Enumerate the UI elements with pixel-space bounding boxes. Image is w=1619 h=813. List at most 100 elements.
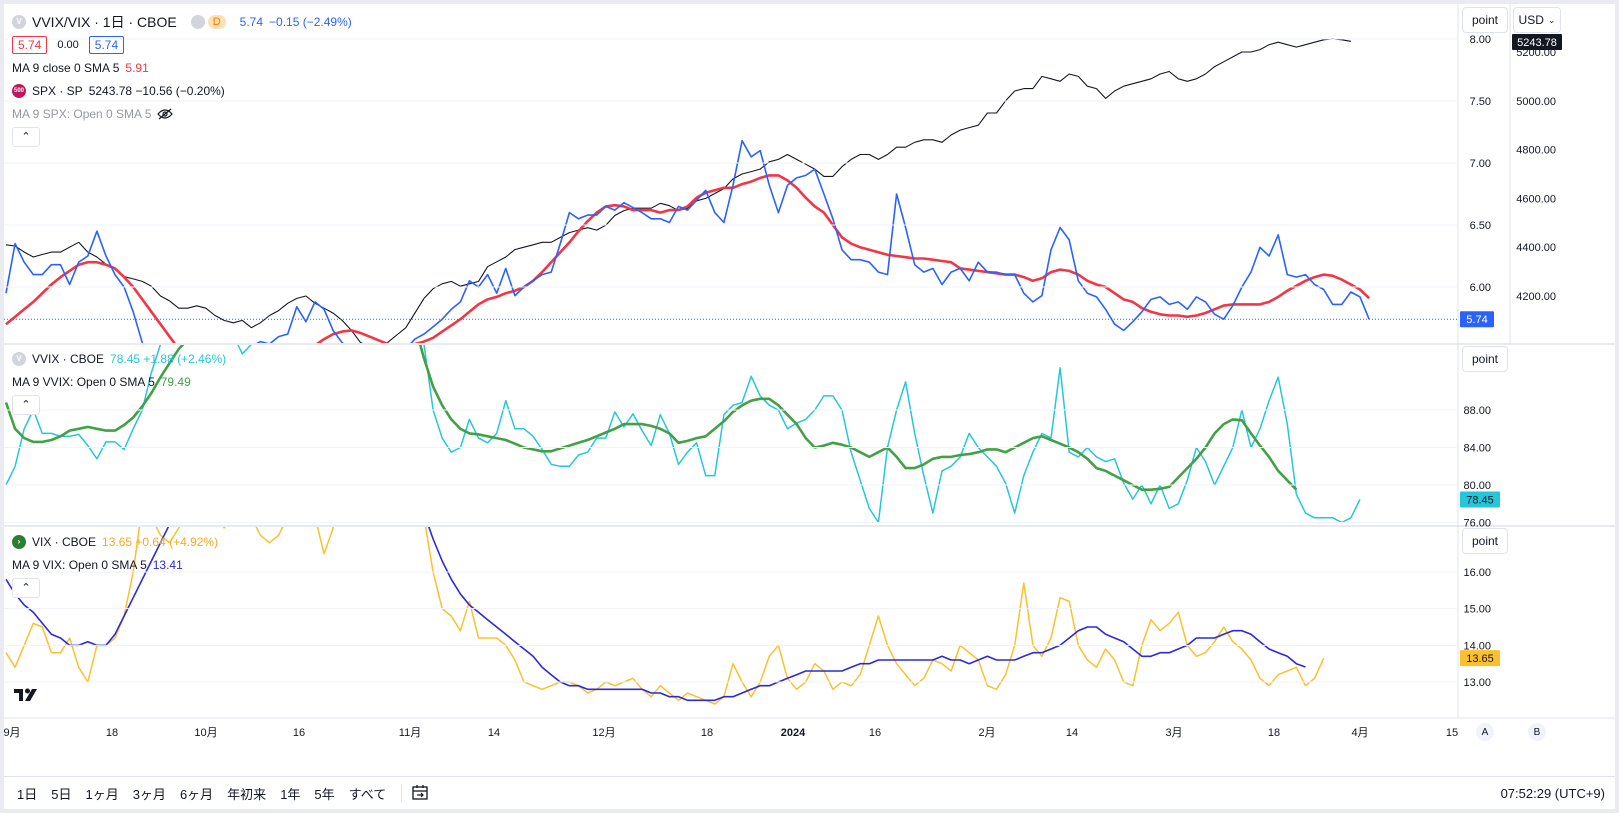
ratio-price-tag: 5.74: [1460, 311, 1494, 328]
range-button-4[interactable]: 6ヶ月: [179, 786, 214, 802]
range-button-8[interactable]: すべて: [348, 786, 387, 802]
range-button-6[interactable]: 1年: [280, 786, 301, 802]
x-tick-label: 2月: [978, 727, 995, 739]
vix-price-tag: 13.65: [1460, 650, 1500, 667]
ratio-y-tick: 7.00: [1470, 158, 1491, 170]
range-button-7[interactable]: 5年: [314, 786, 335, 802]
ratio-y-tick: 6.50: [1470, 220, 1491, 232]
vix-y-tick: 13.00: [1463, 677, 1491, 689]
ratio-y-tick: 8.00: [1470, 34, 1491, 46]
ratio-y-tick: 7.50: [1470, 96, 1491, 108]
spx-symbol[interactable]: SPX · SP: [32, 83, 83, 98]
vix-symbol-title[interactable]: VIX · CBOE: [32, 534, 97, 549]
main-price: 5.74: [239, 14, 264, 29]
scale-b-button[interactable]: B: [1528, 723, 1546, 741]
ma-vvix-label[interactable]: MA 9 VVIX: Open 0 SMA 5: [12, 374, 155, 389]
range-button-2[interactable]: 1ヶ月: [85, 786, 119, 802]
x-tick-label: 12月: [592, 727, 615, 739]
ratio-ma-line[interactable]: [5, 174, 1370, 391]
vvix-symbol-icon: V: [12, 351, 26, 366]
vvix-y-tick: 76.00: [1463, 518, 1491, 530]
x-tick-label: 18: [1268, 727, 1280, 739]
svg-text:78.45: 78.45: [1466, 495, 1494, 507]
spx-y-tick: 5000.00: [1516, 96, 1556, 108]
ma-vvix-value: 79.49: [160, 374, 191, 389]
range-divider: [401, 784, 403, 802]
spx-y-tick: 4200.00: [1516, 291, 1556, 303]
x-tick-label: 10月: [194, 727, 217, 739]
vvix-price-tag: 78.45: [1460, 491, 1500, 508]
spread-value: 0.00: [57, 38, 79, 51]
vvix-value: 78.45 +1.88 (+2.46%): [110, 351, 227, 366]
vix-y-tick: 14.00: [1463, 640, 1491, 652]
x-tick-label: 15: [1446, 727, 1458, 739]
x-tick-label: 16: [869, 727, 881, 739]
mode-badge[interactable]: D: [190, 14, 226, 29]
vix-symbol-icon: ›: [12, 534, 26, 549]
main-legend: V VVIX/VIX · 1日 · CBOE D 5.74 −0.15 (−2.…: [12, 10, 352, 148]
ma-ratio-label[interactable]: MA 9 close 0 SMA 5: [12, 60, 120, 75]
vvix-ma-line[interactable]: [4, 293, 1298, 491]
vvix-y-tick: 84.00: [1463, 443, 1491, 455]
vix-ma-line[interactable]: [5, 451, 1306, 702]
ma-vix-label[interactable]: MA 9 VIX: Open 0 SMA 5: [12, 557, 147, 572]
ma-ratio-value: 5.91: [125, 60, 149, 75]
vvix-symbol-title[interactable]: VVIX · CBOE: [32, 351, 105, 366]
mode-badge-label: D: [207, 14, 226, 29]
collapse-legend-button-1[interactable]: ⌃: [12, 126, 40, 147]
tradingview-logo[interactable]: [14, 687, 44, 708]
chart-svg: 6.00 6.50 7.00 7.50 8.00 4200.00 4400.00 4600.0…: [4, 4, 1615, 739]
spx-y-tick: 4400.00: [1516, 242, 1556, 254]
bottom-toolbar: 1日 5日 1ヶ月 3ヶ月 6ヶ月 年初来 1年 5年 すべて 07:52:29 (UTC+9): [4, 776, 1615, 809]
main-change: −0.15 (−2.49%): [269, 14, 352, 29]
calendar-range-icon[interactable]: [410, 783, 430, 803]
vvix-y-tick: 80.00: [1463, 480, 1491, 492]
point-button-2[interactable]: point: [1462, 346, 1508, 372]
hidden-eye-icon[interactable]: [157, 108, 174, 120]
chevron-down-icon: ⌄: [1547, 14, 1556, 25]
x-tick-label: 3月: [1165, 727, 1182, 739]
x-tick-label: 14: [488, 727, 500, 739]
ma-spx-label[interactable]: MA 9 SPX: Open 0 SMA 5: [12, 106, 152, 121]
collapse-legend-button-3[interactable]: ⌃: [12, 577, 40, 598]
svg-text:13.65: 13.65: [1466, 653, 1494, 665]
ratio-line[interactable]: [5, 139, 1370, 414]
range-button-1[interactable]: 5日: [51, 786, 72, 802]
x-tick-label: 18: [106, 727, 118, 739]
symbol-icon: V: [12, 14, 26, 29]
point-button-1[interactable]: point: [1462, 7, 1508, 33]
ratio-y-tick: 6.00: [1470, 282, 1491, 294]
ma-vix-value: 13.41: [152, 557, 183, 572]
range-buttons: 1日 5日 1ヶ月 3ヶ月 6ヶ月 年初来 1年 5年 すべて: [10, 784, 393, 803]
clock-time[interactable]: 07:52:29 (UTC+9): [1500, 785, 1605, 801]
range-button-5[interactable]: 年初来: [227, 786, 267, 802]
x-tick-label: 18: [701, 727, 713, 739]
range-button-3[interactable]: 3ヶ月: [132, 786, 166, 802]
vix-legend: › VIX · CBOE 13.65 +0.64 (+4.92%) MA 9 V…: [12, 530, 218, 599]
vvix-legend: V VVIX · CBOE 78.45 +1.88 (+2.46%) MA 9 …: [12, 347, 226, 416]
svg-text:5243.78: 5243.78: [1517, 37, 1557, 49]
spx-icon: 500: [12, 83, 26, 98]
range-button-0[interactable]: 1日: [17, 786, 38, 802]
ask-box: 5.74: [88, 35, 125, 54]
collapse-legend-button-2[interactable]: ⌃: [12, 394, 40, 415]
vix-value: 13.65 +0.64 (+4.92%): [102, 534, 219, 549]
x-tick-label: 14: [1066, 727, 1078, 739]
spx-price-tag: 5243.78: [1512, 34, 1562, 50]
scale-a-button[interactable]: A: [1476, 723, 1494, 741]
point-button-3[interactable]: point: [1462, 528, 1508, 554]
spx-y-tick: 4600.00: [1516, 193, 1556, 205]
vvix-line[interactable]: [5, 223, 1361, 524]
bid-box: 5.74: [12, 35, 48, 54]
main-symbol-title[interactable]: VVIX/VIX · 1日 · CBOE: [32, 13, 177, 30]
svg-text:5.74: 5.74: [1466, 314, 1487, 326]
vix-line[interactable]: [5, 389, 1325, 705]
vix-y-tick: 16.00: [1463, 567, 1491, 579]
x-tick-label: 2024: [781, 727, 806, 739]
vvix-y-tick: 88.00: [1463, 405, 1491, 417]
chart-container: 6.00 6.50 7.00 7.50 8.00 4200.00 4400.00 4600.0…: [4, 4, 1615, 809]
vix-y-tick: 15.00: [1463, 604, 1491, 616]
x-tick-label: 4月: [1351, 727, 1368, 739]
currency-select[interactable]: USD ⌄: [1513, 7, 1561, 33]
spx-y-tick: 4800.00: [1516, 145, 1556, 157]
